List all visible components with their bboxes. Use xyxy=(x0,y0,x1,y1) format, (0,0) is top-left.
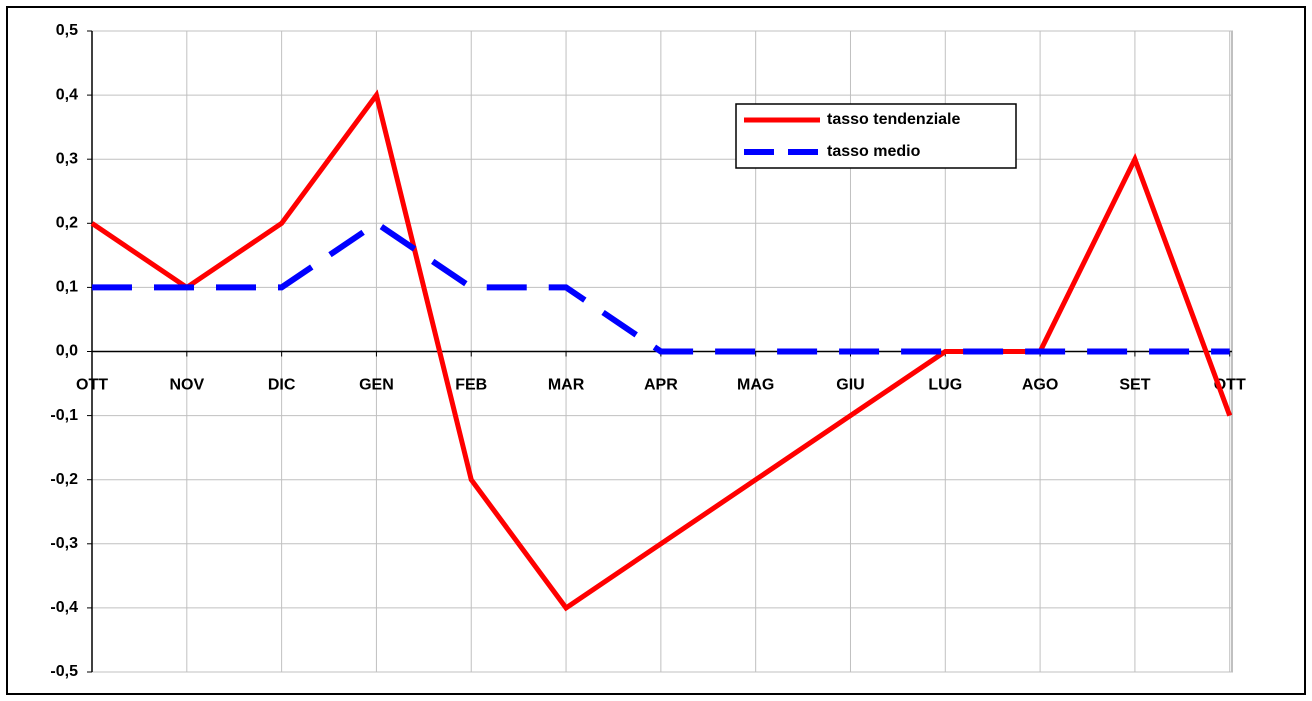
x-tick-label: GIU xyxy=(836,377,864,394)
x-tick-label: LUG xyxy=(928,377,962,394)
y-tick-label: -0,4 xyxy=(50,599,78,616)
line-series xyxy=(92,219,1230,355)
y-tick-label: 0,1 xyxy=(56,279,78,296)
x-tick-label: AGO xyxy=(1022,377,1058,394)
x-tick-label: GEN xyxy=(359,377,394,394)
legend-box xyxy=(735,103,1017,169)
x-tick-label: DIC xyxy=(268,377,296,394)
x-tick-label: NOV xyxy=(169,377,204,394)
y-tick-label: 0,2 xyxy=(56,215,78,232)
legend-label: tasso tendenziale xyxy=(827,111,960,128)
x-tick-label: SET xyxy=(1119,377,1150,394)
x-tick-label: MAR xyxy=(548,377,585,394)
y-tick-label: 0,0 xyxy=(56,343,78,360)
x-tick-label: APR xyxy=(644,377,678,394)
y-tick-label: -0,2 xyxy=(50,471,78,488)
y-tick-label: 0,3 xyxy=(56,150,78,167)
y-tick-label: -0,5 xyxy=(50,663,78,680)
legend: tasso tendenziale tasso medio xyxy=(735,103,1017,169)
y-tick-label: -0,3 xyxy=(50,535,78,552)
x-tick-label: MAG xyxy=(737,377,774,394)
x-tick-label: FEB xyxy=(455,377,487,394)
y-tick-label: -0,1 xyxy=(50,407,78,424)
x-tick-label: OTT xyxy=(76,377,108,394)
y-tick-label: 0,5 xyxy=(56,22,78,39)
legend-label: tasso medio xyxy=(827,143,921,160)
y-tick-label: 0,4 xyxy=(56,86,78,103)
